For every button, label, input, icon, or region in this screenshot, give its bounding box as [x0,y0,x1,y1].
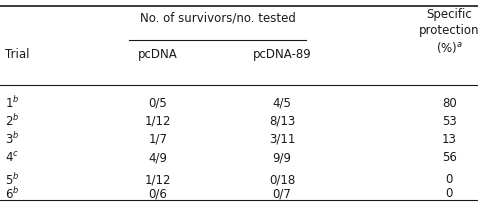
Text: pcDNA: pcDNA [138,48,178,61]
Text: 1/7: 1/7 [148,133,167,146]
Text: No. of survivors/no. tested: No. of survivors/no. tested [140,12,295,25]
Text: Specific
protection
(%)$^a$: Specific protection (%)$^a$ [419,8,478,55]
Text: 0: 0 [445,173,453,186]
Text: 5$^{b}$: 5$^{b}$ [5,172,19,188]
Text: 4/9: 4/9 [148,151,167,164]
Text: 6$^{b}$: 6$^{b}$ [5,186,19,202]
Text: 13: 13 [442,133,457,146]
Text: 4$^{c}$: 4$^{c}$ [5,150,19,165]
Text: 0/18: 0/18 [269,173,295,186]
Text: 53: 53 [442,115,456,128]
Text: 3$^{b}$: 3$^{b}$ [5,132,19,147]
Text: 3/11: 3/11 [269,133,295,146]
Text: 0/7: 0/7 [272,187,292,200]
Text: 56: 56 [442,151,457,164]
Text: 0/5: 0/5 [148,97,167,109]
Text: 4/5: 4/5 [272,97,292,109]
Text: 9/9: 9/9 [272,151,292,164]
Text: 0: 0 [445,187,453,200]
Text: Trial: Trial [5,48,29,61]
Text: 1/12: 1/12 [144,115,171,128]
Text: 1$^{b}$: 1$^{b}$ [5,95,19,111]
Text: 2$^{b}$: 2$^{b}$ [5,113,19,129]
Text: 0/6: 0/6 [148,187,167,200]
Text: 80: 80 [442,97,456,109]
Text: pcDNA-89: pcDNA-89 [253,48,311,61]
Text: 1/12: 1/12 [144,173,171,186]
Text: 8/13: 8/13 [269,115,295,128]
